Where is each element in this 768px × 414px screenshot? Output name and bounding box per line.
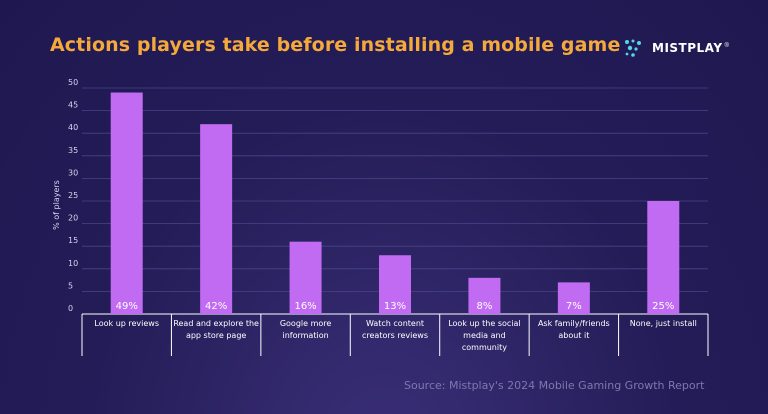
data-label: 49%	[116, 301, 138, 312]
y-tick-label: 45	[68, 101, 78, 110]
y-tick-label: 50	[68, 78, 78, 87]
bar	[110, 92, 143, 315]
x-tick-label: community	[462, 343, 507, 352]
data-label: 8%	[476, 301, 492, 312]
x-tick-label: app store page	[186, 331, 246, 340]
x-tick-label: Watch content	[366, 319, 424, 328]
y-tick-label: 5	[68, 281, 73, 290]
chart-title: Actions players take before installing a…	[50, 34, 621, 56]
x-tick-label: media and	[463, 331, 506, 340]
y-tick-label: 30	[68, 168, 78, 177]
bar	[557, 282, 590, 314]
x-tick-label: Google more	[280, 319, 332, 328]
mistplay-logo-icon	[625, 39, 641, 57]
y-tick-label: 25	[68, 191, 78, 200]
bar	[379, 255, 411, 314]
x-tick-label: Ask family/friends	[538, 319, 610, 328]
brand-registered-mark: ®	[724, 43, 729, 49]
source-note: Source: Mistplay's 2024 Mobile Gaming Gr…	[404, 379, 705, 392]
bar	[647, 201, 680, 314]
y-tick-label: 40	[68, 123, 78, 132]
data-label: 7%	[566, 301, 582, 312]
x-tick-label: None, just install	[630, 319, 697, 328]
y-tick-label: 0	[68, 304, 73, 313]
x-tick-label: information	[282, 331, 328, 340]
y-tick-label: 35	[68, 146, 78, 155]
y-axis-label: % of players	[52, 180, 61, 230]
data-label: 25%	[652, 301, 674, 312]
data-label: 13%	[384, 301, 406, 312]
data-label: 42%	[205, 301, 227, 312]
brand-name: MISTPLAY	[652, 41, 723, 55]
x-tick-label: Read and explore the	[173, 319, 259, 328]
x-tick-label: Look up reviews	[94, 319, 159, 328]
y-tick-label: 10	[68, 259, 78, 268]
bar	[289, 241, 322, 314]
bar	[200, 124, 233, 314]
x-tick-label: Look up the social	[448, 319, 520, 328]
bar	[468, 277, 501, 314]
x-tick-label: creators reviews	[362, 331, 428, 340]
data-label: 16%	[294, 301, 316, 312]
x-tick-label: about it	[558, 331, 589, 340]
brand-logo: MISTPLAY ®	[624, 39, 729, 57]
y-tick-label: 20	[68, 214, 78, 223]
y-tick-label: 15	[68, 236, 78, 245]
